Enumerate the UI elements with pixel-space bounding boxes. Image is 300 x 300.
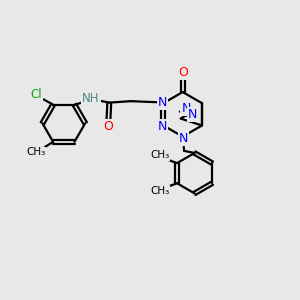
Text: N: N [182,102,191,115]
Text: NH: NH [82,92,100,105]
Text: N: N [158,120,167,133]
Text: N: N [188,108,197,121]
Text: O: O [103,120,113,133]
Text: CH₃: CH₃ [26,148,46,158]
Text: Cl: Cl [30,88,42,101]
Text: CH₃: CH₃ [150,186,170,196]
Text: CH₃: CH₃ [150,150,170,160]
Text: N: N [158,96,167,109]
Text: N: N [178,132,188,145]
Text: O: O [178,66,188,79]
